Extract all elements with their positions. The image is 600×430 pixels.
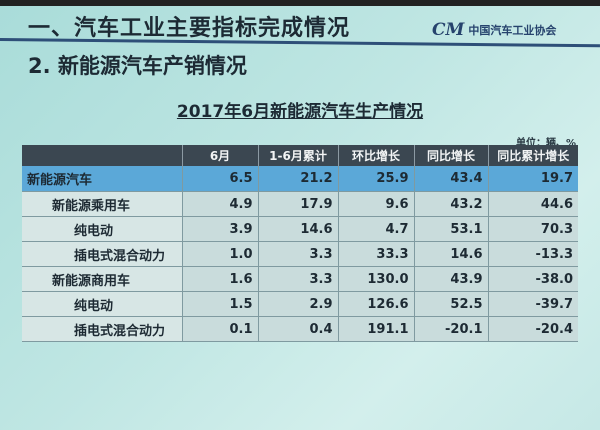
row-label: 纯电动 — [22, 291, 182, 317]
section-title: 一、汽车工业主要指标完成情况 — [28, 16, 351, 41]
value-cell: 9.6 — [337, 191, 414, 217]
row-label: 新能源汽车 — [22, 166, 182, 192]
table-row: 插电式混合动力 1.0 3.3 33.3 14.6 -13.3 — [22, 241, 578, 267]
top-border — [0, 0, 600, 6]
header-cell: 同比增长 — [413, 145, 488, 166]
value-cell: 43.4 — [413, 166, 488, 192]
header-cell: 6月 — [181, 145, 258, 166]
value-cell: 130.0 — [337, 266, 414, 292]
slide-subtitle: 2. 新能源汽车产销情况 — [28, 54, 247, 78]
header-cell: 1-6月累计 — [257, 145, 338, 166]
value-cell: 14.6 — [257, 216, 338, 242]
value-cell: 44.6 — [487, 191, 578, 217]
value-cell: 3.9 — [181, 216, 258, 242]
value-cell: 43.9 — [413, 266, 488, 292]
value-cell: 6.5 — [181, 166, 258, 192]
value-cell: -20.4 — [487, 316, 578, 342]
value-cell: -20.1 — [413, 316, 488, 342]
value-cell: 52.5 — [413, 291, 488, 317]
value-cell: 33.3 — [337, 241, 414, 267]
table-row: 纯电动 3.9 14.6 4.7 53.1 70.3 — [22, 216, 578, 242]
header-cell — [22, 145, 182, 166]
value-cell: 3.3 — [257, 266, 338, 292]
value-cell: 1.6 — [181, 266, 258, 292]
value-cell: 25.9 — [337, 166, 414, 192]
value-cell: -38.0 — [487, 266, 578, 292]
row-label: 纯电动 — [22, 216, 182, 242]
value-cell: 1.0 — [181, 241, 258, 267]
value-cell: 126.6 — [337, 291, 414, 317]
table-row: 新能源汽车 6.5 21.2 25.9 43.4 19.7 — [22, 166, 578, 192]
value-cell: -39.7 — [487, 291, 578, 317]
header-row: 6月 1-6月累计 环比增长 同比增长 同比累计增长 — [22, 145, 578, 166]
row-label: 插电式混合动力 — [22, 316, 182, 342]
table-row: 新能源商用车 1.6 3.3 130.0 43.9 -38.0 — [22, 266, 578, 292]
value-cell: -13.3 — [487, 241, 578, 267]
table-title: 2017年6月新能源汽车生产情况 — [176, 102, 424, 122]
row-label: 新能源商用车 — [22, 266, 182, 292]
value-cell: 21.2 — [257, 166, 338, 192]
table-row: 新能源乘用车 4.9 17.9 9.6 43.2 44.6 — [22, 191, 578, 217]
header-cell: 同比累计增长 — [487, 145, 578, 166]
logo-text: 中国汽车工业协会 — [468, 24, 557, 37]
value-cell: 4.7 — [337, 216, 414, 242]
value-cell: 53.1 — [413, 216, 488, 242]
row-label: 新能源乘用车 — [22, 191, 182, 217]
value-cell: 0.1 — [181, 316, 258, 342]
value-cell: 191.1 — [337, 316, 414, 342]
table-row: 纯电动 1.5 2.9 126.6 52.5 -39.7 — [22, 291, 578, 317]
value-cell: 43.2 — [413, 191, 488, 217]
value-cell: 14.6 — [413, 241, 488, 267]
value-cell: 19.7 — [487, 166, 578, 192]
value-cell: 70.3 — [487, 216, 578, 242]
production-table: 6月 1-6月累计 环比增长 同比增长 同比累计增长 新能源汽车 6.5 21.2 2… — [22, 145, 578, 342]
value-cell: 4.9 — [181, 191, 258, 217]
value-cell: 1.5 — [181, 291, 258, 317]
value-cell: 3.3 — [257, 241, 338, 267]
value-cell: 2.9 — [257, 291, 338, 317]
value-cell: 17.9 — [257, 191, 338, 217]
value-cell: 0.4 — [257, 316, 338, 342]
logo: CM 中国汽车工业协会 — [432, 20, 556, 40]
logo-mark-icon: CM — [432, 20, 465, 40]
table-row: 插电式混合动力 0.1 0.4 191.1 -20.1 -20.4 — [22, 316, 578, 342]
header-cell: 环比增长 — [337, 145, 414, 166]
row-label: 插电式混合动力 — [22, 241, 182, 267]
unit-label: 单位：辆、% — [515, 138, 576, 149]
